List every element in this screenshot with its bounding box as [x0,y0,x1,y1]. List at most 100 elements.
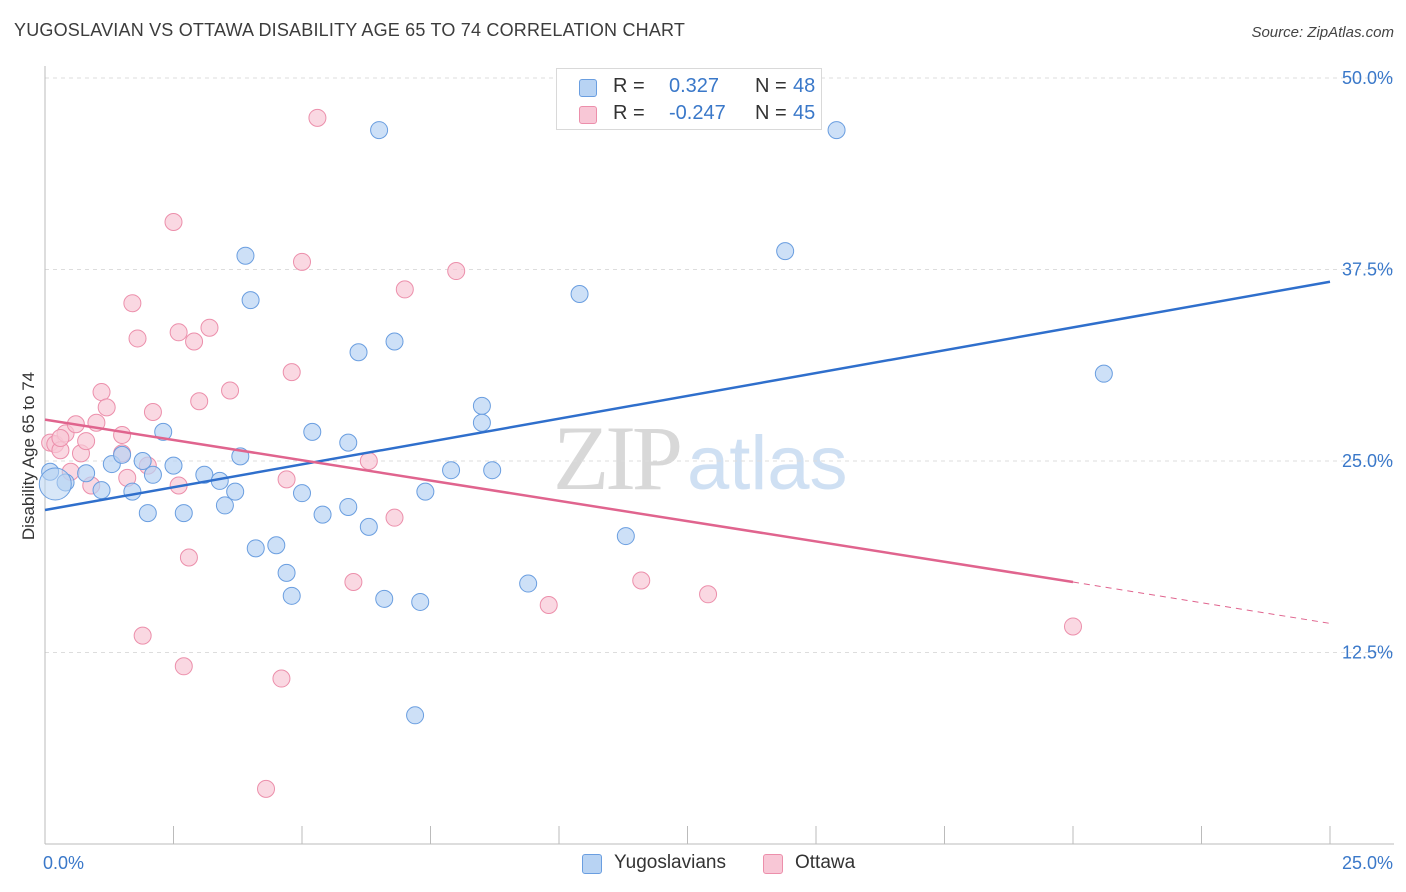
legend-swatch-pink [579,106,597,124]
y-tick-label: 12.5% [1342,643,1393,663]
ottawa-point [385,508,404,527]
yugoslavian-point [174,504,193,523]
ottawa-point [282,363,301,382]
yugoslavian-point [406,706,425,725]
ottawa-point [77,432,96,451]
ottawa-point [200,318,219,337]
ottawa-point [128,329,147,348]
y-tick-label: 25.0% [1342,451,1393,471]
yugoslavian-point [339,433,358,452]
yugoslavian-point [293,484,311,503]
yugoslavian-point [154,422,173,441]
ottawa-point [143,402,162,421]
watermark: ZIP atlas [553,405,848,511]
grid-lines [45,77,1394,653]
yugoslavian-point [827,121,846,140]
y-tick-label: 50.0% [1342,68,1393,88]
yugoslavian-point [349,343,368,362]
ottawa-point [447,262,466,281]
ottawa-point [97,398,116,417]
trend-lines [44,280,1331,624]
yugoslavian-point [236,246,255,265]
y-axis-title: Disability Age 65 to 74 [19,372,38,540]
ottawa-point [221,381,240,400]
yugoslavian-point [519,574,538,593]
yugoslavian-point [776,242,795,261]
legend-swatch-blue [582,854,602,874]
yugoslavian-points [38,121,1113,725]
legend-r-label: R = [613,102,645,124]
yugoslavian-point [1094,364,1113,383]
yugoslavian-point [38,467,72,501]
yugoslavian-point [138,504,157,523]
ottawa-point [359,452,378,470]
legend-n-label: N = [755,102,787,124]
yugoslavian-point [375,589,394,608]
yugoslavian-point [77,464,96,483]
yugoslavian-point [113,445,132,464]
yugoslavian-point [282,586,301,605]
yugoslavian-point [442,461,461,480]
ottawa-point [293,252,311,271]
yugoslavian-point [226,482,245,501]
legend-r-label: R = [613,75,645,97]
yugoslavian-point [123,482,142,501]
ottawa-point [344,573,363,592]
yugoslavian-point [313,505,332,524]
y-tick-label: 37.5% [1342,260,1393,280]
ottawa-point [257,779,276,798]
legend-label-yugoslavians: Yugoslavians [614,852,726,873]
ottawa-point [123,294,142,313]
yugoslavian-point [385,332,404,351]
x-tick-label: 0.0% [43,853,84,873]
tick-labels: 12.5% 25.0% 37.5% 50.0% 0.0% 25.0% [43,68,1393,873]
yugoslavian-point [246,539,265,558]
ottawa-point [699,585,718,604]
yugoslavian-point [267,536,286,555]
ottawa-point [92,383,111,402]
ottawa-points [41,108,1082,798]
yugoslavian-point [570,285,589,304]
ottawa-point [51,429,70,448]
legend-n-value: 48 [793,75,816,97]
yugoslavian-point [143,465,162,484]
ottawa-point [272,669,291,688]
yugoslavian-point [411,592,430,611]
yugoslavian-point [359,517,378,536]
yugoslavian-point [195,465,214,484]
ottawa-point [133,626,152,645]
legend-r-value: 0.327 [669,75,720,97]
yugoslavian-point [483,461,502,480]
yugoslavian-point [241,291,260,310]
chart-title: YUGOSLAVIAN VS OTTAWA DISABILITY AGE 65 … [14,20,686,40]
watermark-atlas: atlas [687,421,848,506]
yugoslavian-point [339,497,358,516]
yugoslavian-point [370,121,389,140]
ottawa-point [113,425,132,444]
yugoslavian-point [92,481,111,500]
ottawa-point [308,108,327,127]
legend-label-ottawa: Ottawa [795,852,856,873]
legend-swatch-pink [763,854,783,874]
yugoslavian-point [133,452,152,470]
trend-line-ottawa [44,418,1074,584]
correlation-legend: R = 0.327 N = 48 R = -0.247 N = 45 [556,68,822,130]
yugoslavian-point [215,496,234,515]
ottawa-point [169,323,188,342]
ottawa-point [539,596,558,615]
yugoslavian-point [164,456,183,475]
ottawa-point [185,332,204,351]
ottawa-point [632,571,651,590]
ottawa-point [179,548,198,567]
trend-line-yugoslavians [44,280,1331,512]
ottawa-point [1064,617,1082,636]
trend-line-ottawa [1072,581,1331,624]
ottawa-point [174,657,193,676]
legend-n-value: 45 [793,102,816,124]
yugoslavian-point [616,527,635,546]
ottawa-point [190,392,209,411]
legend-r-value: -0.247 [669,102,726,124]
yugoslavian-point [472,413,491,432]
ottawa-point [277,470,296,489]
